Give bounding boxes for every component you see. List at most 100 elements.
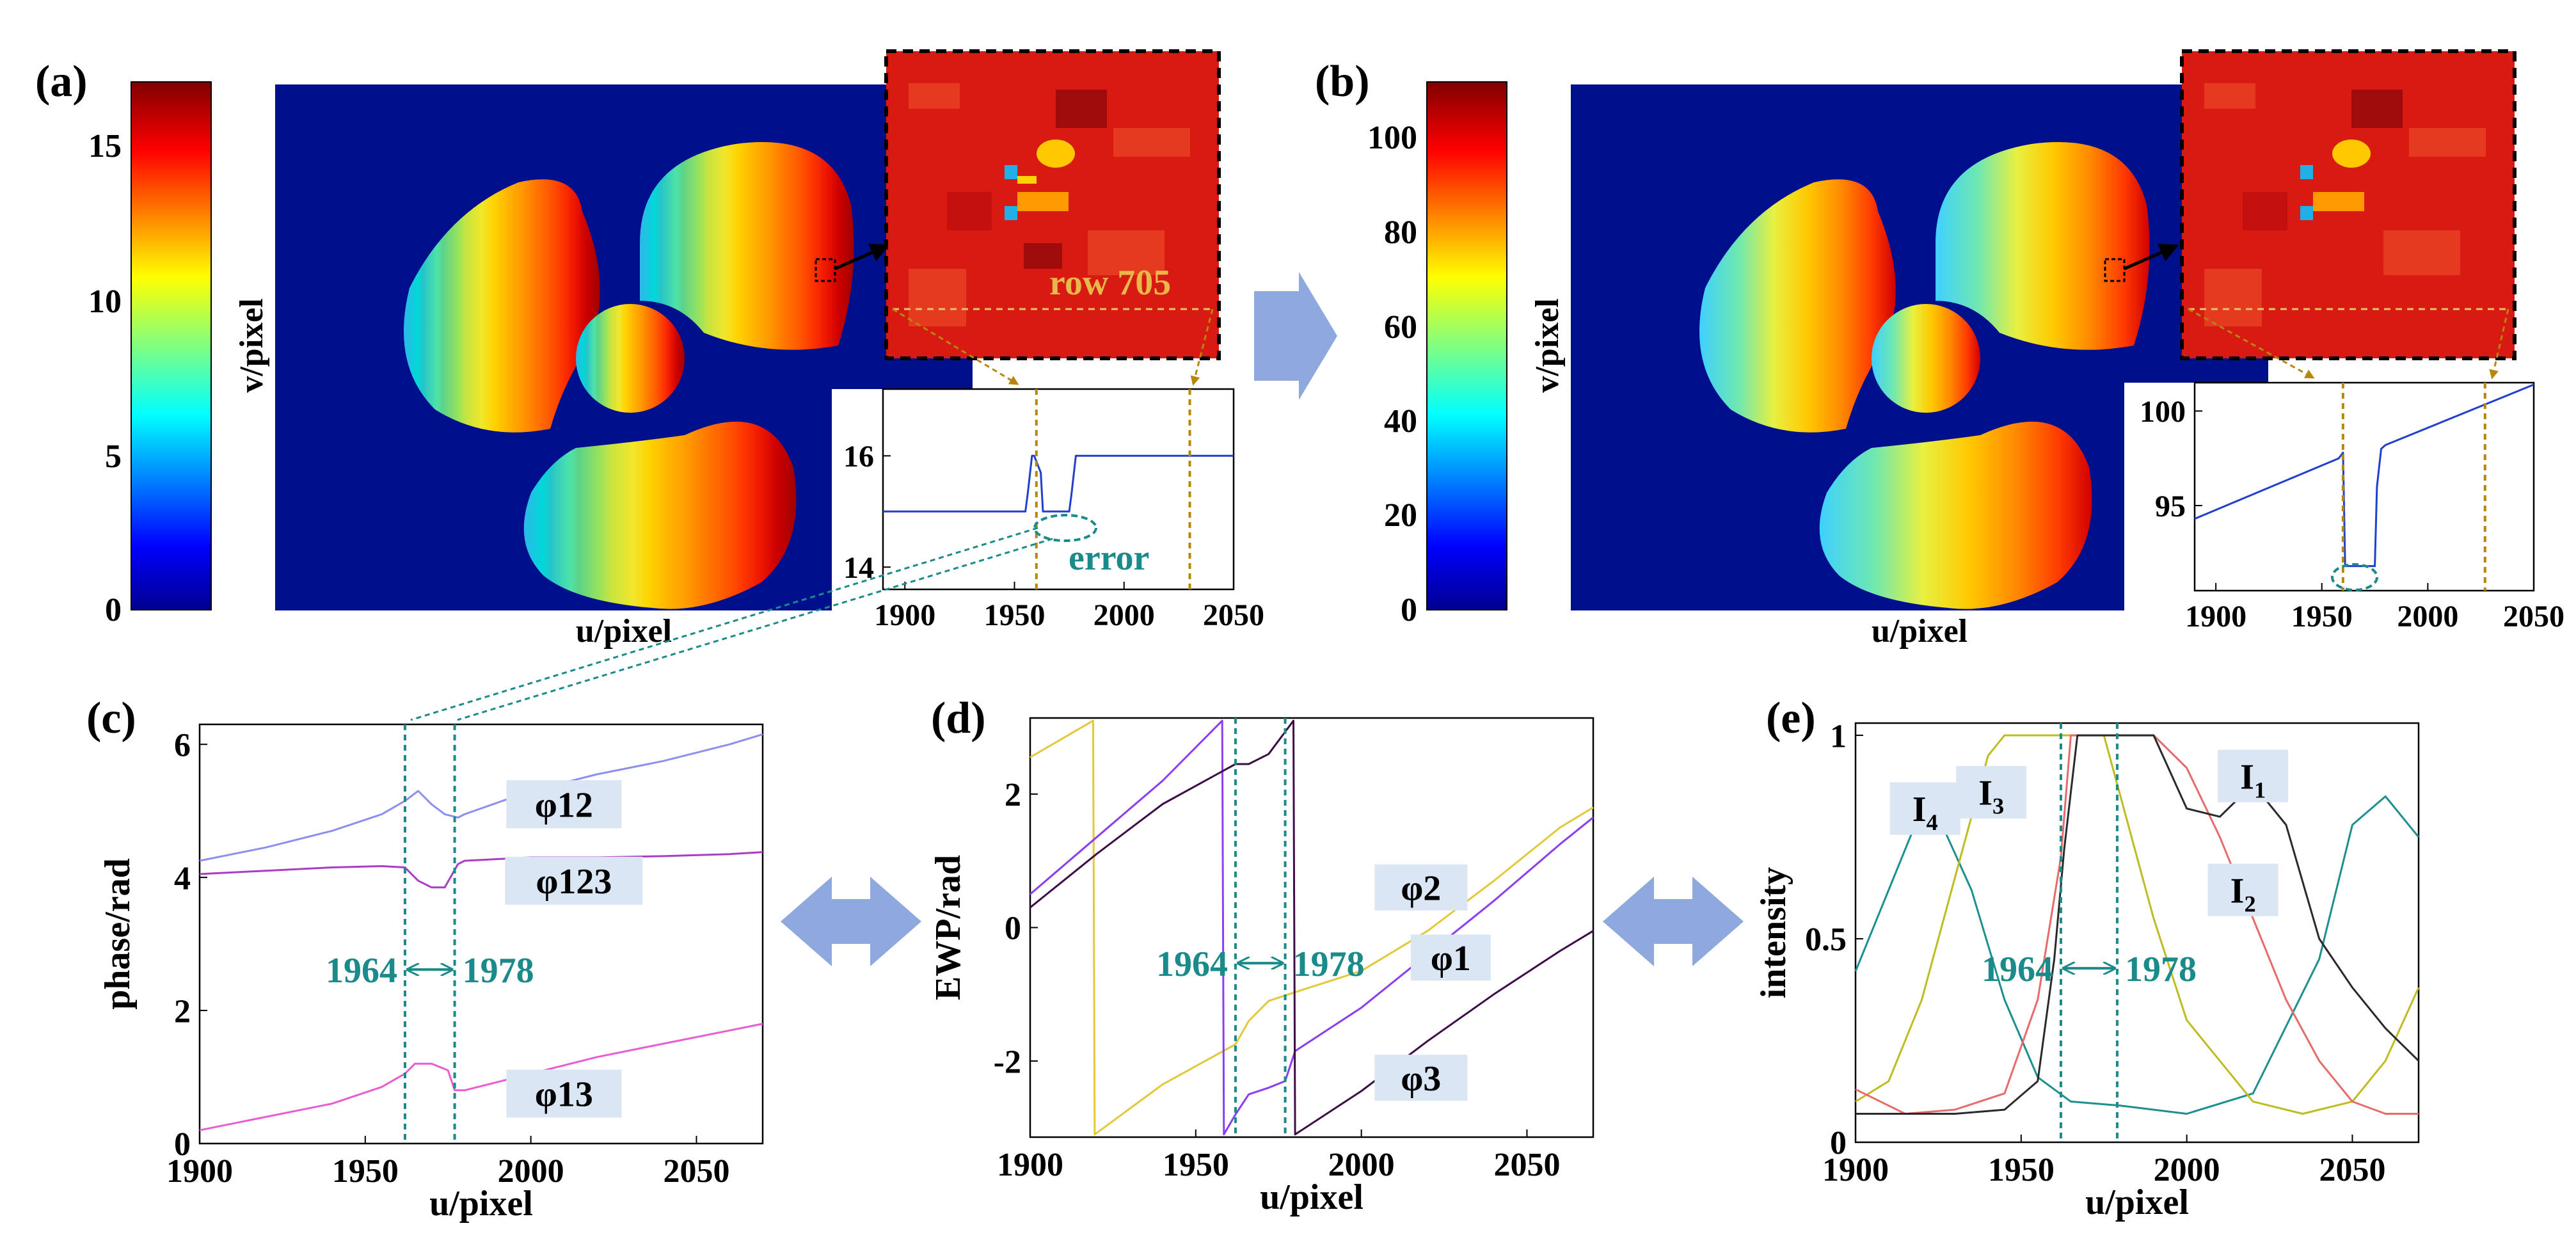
panel-b-colorbar-ticks: 0 20 40 60 80 100 (1367, 120, 1417, 628)
double-arrow-cd (781, 877, 921, 966)
colorbar-tick: 60 (1384, 309, 1417, 346)
colorbar-tick: 100 (1367, 120, 1417, 156)
series-label-box (506, 780, 622, 829)
y-tick-label: 1 (1830, 718, 1847, 754)
marker-right-label: 1978 (1293, 945, 1365, 984)
panel-a-lineplot: 1900 1950 2000 2050 14 16 (843, 388, 1264, 632)
panel-b: (b) 0 20 40 60 80 100 v/pixel u/pixel (1315, 49, 2564, 650)
blade-bottom (1819, 421, 2092, 609)
panel-a-row-label: row 705 (1049, 263, 1171, 303)
blade-left (1699, 179, 1896, 433)
colorbar-tick: 20 (1384, 497, 1417, 534)
panel-c-plot: 1900 1950 2000 2050 0 2 4 6 u/pixel phase/rad φ12 φ… (98, 723, 764, 1224)
y-tick-label: 2 (1005, 777, 1021, 813)
panel-a-xlabel: u/pixel (576, 613, 672, 650)
panel-b-zoom-arrow (2123, 243, 2179, 271)
panel-b-lineplot: 1900 1950 2000 2050 95 100 (2140, 381, 2564, 634)
y-tick-label: 6 (174, 727, 191, 763)
series-label-box (2207, 863, 2278, 916)
colorbar-tick: 80 (1384, 214, 1417, 251)
series-line-series-i2 (1855, 734, 2419, 1115)
series-line-series-3 (1030, 719, 1594, 1136)
x-tick-label: 1950 (2291, 600, 2353, 634)
series-label: φ13 (535, 1075, 593, 1115)
y-tick-label: 0 (1005, 911, 1021, 947)
series-label: I2 (2230, 871, 2256, 916)
panel-b-roi-box (2104, 258, 2126, 282)
colorbar-tick: 0 (1401, 592, 1417, 628)
series-label-box (505, 856, 643, 905)
panel-a-zoom-arrow (834, 243, 890, 271)
panel-b-zoom-inset (2180, 49, 2516, 360)
panel-b-guide-right (2489, 308, 2509, 379)
y-tick-label: 100 (2140, 395, 2186, 429)
panel-b-xlabel: u/pixel (1872, 613, 1968, 650)
y-tick-label: -2 (994, 1044, 1021, 1080)
series-line-series-123 (199, 851, 763, 889)
series-line-series-i3 (1855, 734, 2420, 1115)
panel-b-guide-left (2188, 308, 2315, 379)
panel-c-label: (c) (86, 694, 136, 743)
x-tick-label: 2050 (2319, 1152, 2385, 1188)
panel-a-colorbar-ticks: 0 5 10 15 (88, 128, 122, 628)
panel-a-error-ellipse (1033, 514, 1097, 542)
series-line-series-i1 (1856, 734, 2420, 1115)
x-tick-label: 1900 (997, 1147, 1063, 1183)
panel-d-label: (d) (931, 694, 986, 743)
plot-area (882, 388, 1235, 591)
plot-area (1029, 717, 1594, 1138)
connector-1 (410, 527, 1038, 721)
series-line-series-12 (199, 733, 763, 862)
colorbar-tick: 0 (105, 592, 122, 628)
plot-area (2193, 381, 2535, 592)
series-label: φ2 (1401, 869, 1441, 909)
y-tick-label: 95 (2155, 490, 2186, 523)
panel-b-error-ellipse (2331, 563, 2378, 591)
x-tick-label: 1950 (1988, 1152, 2055, 1188)
double-arrow-de (1603, 877, 1744, 966)
panel-a-guide-left (892, 308, 1019, 385)
y-tick-label: 0 (174, 1126, 191, 1163)
x-tick-label: 2050 (2503, 600, 2564, 634)
series-label: φ1 (1431, 939, 1471, 978)
hub (576, 304, 685, 413)
y-tick-label: 14 (843, 551, 874, 585)
transition-arrow (1254, 272, 1337, 400)
panel-a-guide-right (1190, 308, 1214, 386)
x-tick-label: 2000 (1093, 598, 1155, 632)
series-label-box (1374, 1055, 1468, 1101)
plot-area (198, 723, 764, 1145)
y-tick-label: 4 (174, 860, 191, 897)
x-tick-label: 2050 (1203, 598, 1264, 632)
y-axis-label: phase/rad (98, 858, 138, 1010)
panel-d-plot: 1900 1950 2000 2050 -2 0 2 u/pixel EWP/rad φ2 φ1 φ3… (928, 717, 1594, 1217)
colorbar-tick: 10 (88, 283, 122, 320)
y-axis-label: EWP/rad (928, 855, 968, 1000)
x-tick-label: 1900 (1822, 1152, 1889, 1188)
panel-b-colorbar (1426, 81, 1507, 610)
panel-a-label: (a) (35, 57, 88, 106)
blade-right (1936, 142, 2150, 350)
panel-a-error-label: error (1069, 538, 1149, 578)
x-axis-label: u/pixel (1260, 1177, 1364, 1217)
panel-b-label: (b) (1315, 57, 1370, 106)
series-line-series-row-705-absolute-phase (2194, 383, 2534, 568)
marker-left-label: 1964 (1156, 945, 1228, 984)
x-tick-label: 2000 (498, 1153, 564, 1190)
x-tick-label: 1950 (332, 1153, 399, 1190)
panel-a-colorbar (131, 81, 212, 610)
hub (1872, 304, 1980, 413)
blade-right (640, 142, 854, 350)
panel-b-propeller (1699, 142, 2150, 609)
series-label-box (506, 1069, 622, 1118)
y-tick-label: 16 (843, 440, 874, 474)
marker-left-label: 1964 (1982, 950, 2053, 989)
x-tick-label: 2000 (1328, 1147, 1395, 1183)
blade-bottom (523, 421, 797, 609)
series-line-series-row-705-phase (883, 454, 1234, 513)
y-tick-label: 2 (174, 993, 191, 1030)
x-tick-label: 1900 (166, 1153, 233, 1190)
panel-e-plot: 1900 1950 2000 205000.51u/pixelintensityI4I… (1754, 718, 2420, 1222)
panel-a-propeller (404, 142, 854, 609)
